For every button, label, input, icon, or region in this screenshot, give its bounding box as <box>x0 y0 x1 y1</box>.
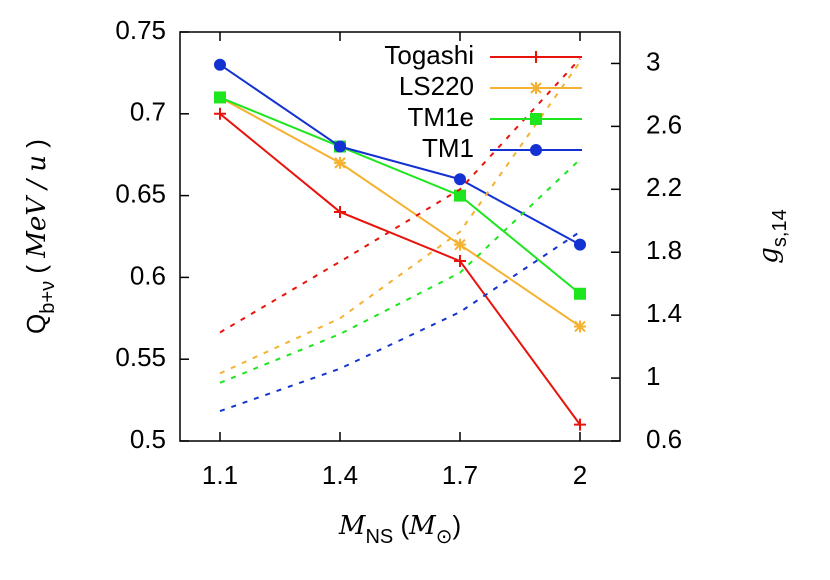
plot-frame <box>179 31 621 442</box>
marker <box>574 287 586 300</box>
y-tick-label: 0.65 <box>115 178 166 208</box>
legend-label: Togashi <box>384 40 474 70</box>
y-tick-label: 0.75 <box>115 15 166 45</box>
marker <box>454 238 466 251</box>
y2-tick-label: 1 <box>646 361 660 391</box>
y-tick-label: 0.5 <box>130 424 166 454</box>
marker <box>454 173 466 186</box>
y2-tick-label: 2.2 <box>646 172 682 202</box>
x-axis-label-part: NS <box>365 526 393 548</box>
legend-marker <box>530 113 542 125</box>
legend-marker <box>530 51 542 63</box>
y-axis-label-part: MeV / u <box>22 155 52 259</box>
y2-tick-label: 1.4 <box>646 298 682 328</box>
legend-label: TM1 <box>422 133 474 163</box>
legend-item: TM1 <box>422 133 582 163</box>
y-tick-label: 0.6 <box>130 260 166 290</box>
x-tick-label: 2 <box>573 460 587 490</box>
y-axis-label: Qb+ν ( MeV / u ) <box>21 139 59 334</box>
x-tick-label: 1.7 <box>442 460 478 490</box>
x-axis-label-part: ) <box>453 510 462 540</box>
marker <box>334 140 346 153</box>
y2-tick-label: 3 <box>646 46 660 76</box>
x-axis-label: MNS (M⊙) <box>338 510 461 548</box>
marker <box>574 418 586 431</box>
dashed-line <box>219 61 581 375</box>
marker <box>574 238 586 251</box>
dashed-line <box>219 230 581 413</box>
x-tick-label: 1.4 <box>322 460 358 490</box>
legend-marker <box>530 144 542 156</box>
legend-item: Togashi <box>384 40 582 70</box>
y2-axis-label: gs,14 <box>754 209 791 263</box>
series-line <box>219 63 581 246</box>
legend-item: TM1e <box>408 102 582 132</box>
x-axis-label-part: M <box>408 511 437 541</box>
y-axis-label-part: Q <box>21 314 51 334</box>
y2-tick-label: 2.6 <box>646 109 682 139</box>
y-axis-label-part: ( <box>21 258 51 281</box>
marker <box>214 107 226 120</box>
y-axis-label-part: b+ν <box>37 281 59 314</box>
marker <box>214 91 226 104</box>
marker <box>334 205 346 218</box>
x-axis-label-part: M <box>338 511 367 541</box>
x-axis-label-part: ( <box>393 510 409 540</box>
legend-label: LS220 <box>399 71 474 101</box>
y-axis-label-part: ) <box>21 139 51 155</box>
marker <box>334 156 346 169</box>
x-axis-label-part: ⊙ <box>436 526 453 548</box>
x-tick-label: 1.1 <box>202 460 238 490</box>
legend-marker <box>530 82 542 94</box>
y-tick-label: 0.7 <box>130 97 166 127</box>
series-line <box>219 96 581 328</box>
marker <box>454 189 466 202</box>
marker <box>214 58 226 71</box>
legend-label: TM1e <box>408 102 474 132</box>
legend-item: LS220 <box>399 71 582 101</box>
y2-axis-label-part: s,14 <box>769 209 791 247</box>
y-tick-label: 0.55 <box>115 342 166 372</box>
marker <box>574 320 586 333</box>
y2-tick-label: 0.6 <box>646 424 682 454</box>
dashed-line <box>219 158 581 384</box>
series-line <box>219 96 581 295</box>
marker <box>454 255 466 268</box>
y2-tick-label: 1.8 <box>646 235 682 265</box>
series-line <box>219 113 581 426</box>
y2-axis-label-part: g <box>754 247 784 264</box>
